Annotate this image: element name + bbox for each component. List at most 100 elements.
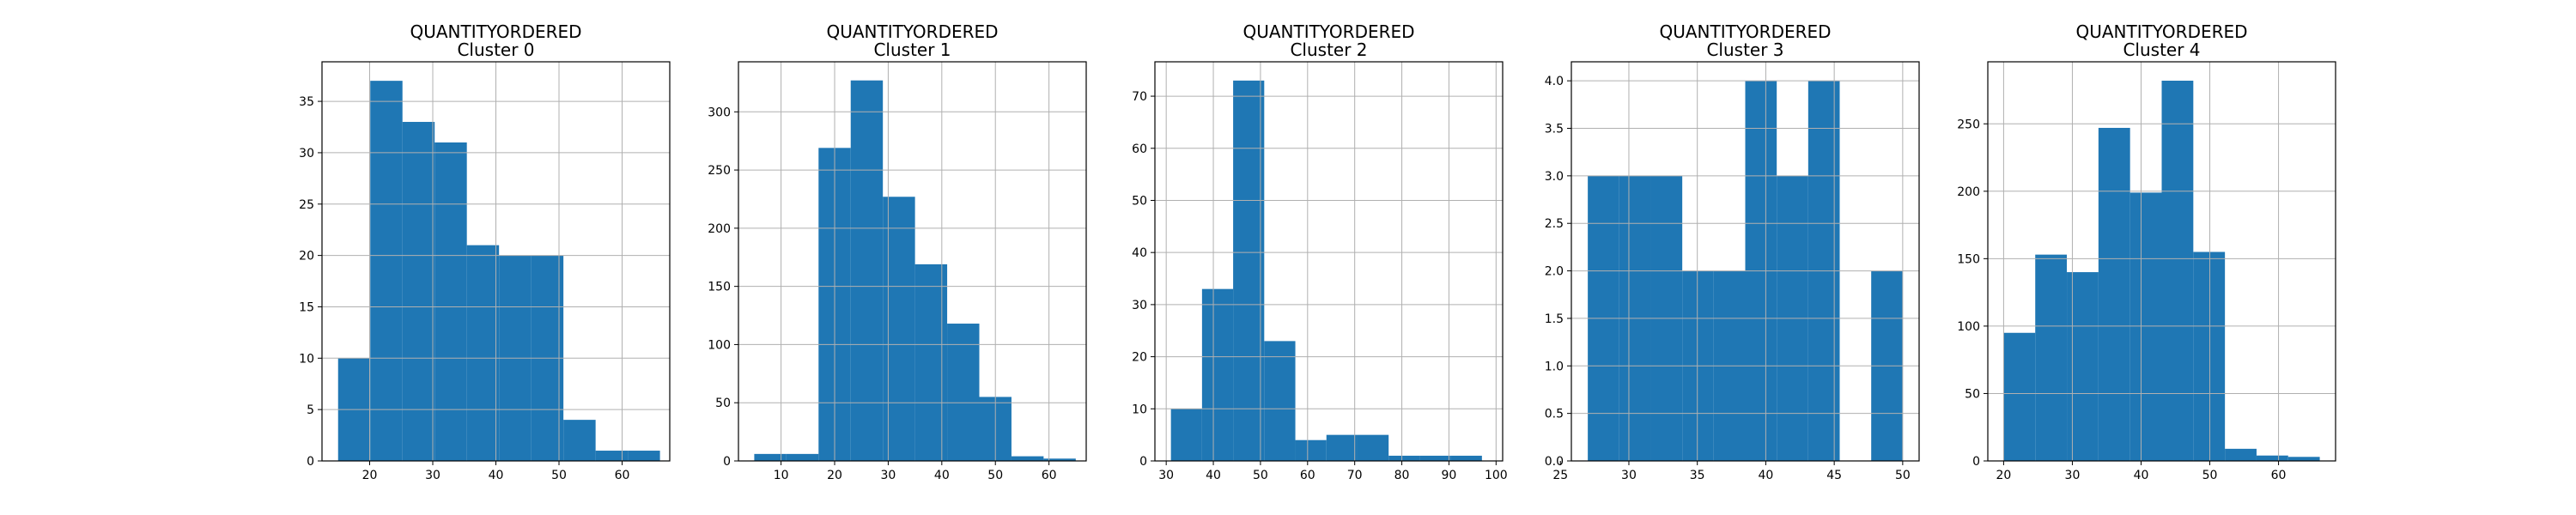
y-tick-label: 300 [708, 106, 731, 119]
chart-title: QUANTITYORDERED [2075, 21, 2247, 42]
x-tick-label: 25 [1552, 469, 1568, 482]
y-tick-label: 3.5 [1545, 123, 1564, 136]
axes-frame [1571, 61, 1920, 462]
histogram-bar [914, 264, 948, 461]
chart-subtitle: Cluster 0 [457, 39, 534, 60]
y-tick-label: 35 [299, 95, 314, 109]
x-tick-label: 20 [1996, 469, 2011, 482]
x-tick-label: 50 [1253, 469, 1268, 482]
histogram-bar [595, 451, 629, 461]
histogram-bar [434, 142, 467, 462]
histogram-bar [1450, 455, 1482, 461]
x-tick-label: 30 [1621, 469, 1637, 482]
histogram-bar [754, 453, 787, 461]
histogram-bar [2098, 127, 2130, 461]
y-tick-label: 150 [1957, 252, 1980, 266]
y-tick-label: 30 [299, 147, 314, 161]
y-tick-label: 10 [1132, 403, 1147, 416]
y-tick-label: 0 [307, 455, 314, 469]
y-tick-label: 4.0 [1545, 75, 1564, 88]
chart-title: QUANTITYORDERED [1659, 21, 1831, 42]
y-tick-label: 70 [1132, 90, 1147, 104]
x-tick-label: 50 [1895, 469, 1911, 482]
chart-title: QUANTITYORDERED [1242, 21, 1414, 42]
histogram-bar [2067, 272, 2099, 461]
histogram-bar [1419, 455, 1451, 461]
x-tick-label: 50 [551, 469, 567, 482]
y-tick-label: 0 [1972, 455, 1980, 469]
histogram-bar [2129, 192, 2162, 461]
y-tick-label: 50 [715, 397, 731, 410]
histogram-bar [466, 245, 500, 461]
x-tick-label: 40 [934, 469, 950, 482]
chart-title: QUANTITYORDERED [826, 21, 998, 42]
chart-subtitle: Cluster 3 [1706, 39, 1783, 60]
y-tick-label: 0 [723, 455, 731, 469]
x-tick-label: 40 [1206, 469, 1221, 482]
x-tick-label: 60 [615, 469, 630, 482]
y-tick-label: 20 [1132, 351, 1147, 365]
histogram-bar [1201, 288, 1234, 461]
histogram-bar [1011, 456, 1044, 461]
histogram-bar [402, 122, 435, 462]
y-tick-label: 25 [299, 198, 314, 212]
x-tick-label: 40 [1759, 469, 1774, 482]
y-tick-label: 200 [1957, 185, 1980, 199]
y-tick-label: 200 [708, 222, 731, 236]
y-tick-label: 1.0 [1545, 360, 1564, 373]
y-tick-label: 30 [1132, 299, 1147, 312]
y-tick-label: 2.5 [1545, 217, 1564, 231]
histogram-bar [2225, 448, 2257, 461]
y-tick-label: 50 [1965, 387, 1980, 401]
histogram-bar [850, 80, 884, 461]
y-tick-label: 0.0 [1545, 455, 1564, 469]
histogram-bar [628, 451, 660, 461]
x-tick-label: 80 [1394, 469, 1410, 482]
y-tick-label: 5 [307, 403, 314, 417]
x-tick-label: 20 [362, 469, 378, 482]
x-tick-label: 50 [2202, 469, 2218, 482]
axes-frame [738, 61, 1087, 462]
y-tick-label: 15 [299, 300, 314, 314]
histogram-bar [2161, 80, 2194, 462]
axes-frame [1987, 61, 2336, 462]
y-tick-label: 40 [1132, 246, 1147, 260]
y-tick-label: 2.0 [1545, 265, 1564, 279]
histogram-bar [1388, 455, 1420, 461]
histogram-bar [883, 197, 915, 462]
x-tick-label: 30 [425, 469, 440, 482]
y-tick-label: 250 [708, 164, 731, 178]
x-tick-label: 70 [1347, 469, 1363, 482]
histogram-bar [786, 453, 819, 461]
x-tick-label: 40 [489, 469, 504, 482]
y-tick-label: 60 [1132, 142, 1147, 156]
x-tick-label: 50 [987, 469, 1003, 482]
y-tick-label: 50 [1132, 194, 1147, 208]
histogram-bar [1357, 434, 1389, 461]
histogram-bar [1326, 434, 1358, 461]
chart-subtitle: Cluster 2 [1290, 39, 1367, 60]
x-tick-label: 30 [1158, 469, 1174, 482]
histogram-bar [947, 324, 980, 461]
histogram-bar [2256, 455, 2288, 461]
y-tick-label: 100 [708, 338, 731, 352]
histogram-bar [370, 81, 403, 462]
chart-title: QUANTITYORDERED [410, 21, 581, 42]
histogram-bar [563, 420, 596, 461]
x-tick-label: 60 [1300, 469, 1315, 482]
x-tick-label: 30 [2065, 469, 2081, 482]
histogram-bar [1170, 409, 1202, 461]
histogram-bar [2287, 457, 2320, 461]
histogram-bar [1264, 341, 1296, 461]
chart-subtitle: Cluster 1 [873, 39, 951, 60]
y-tick-label: 3.0 [1545, 170, 1564, 184]
axes-frame [1154, 61, 1504, 462]
y-tick-label: 20 [299, 250, 314, 264]
x-tick-label: 90 [1442, 469, 1457, 482]
